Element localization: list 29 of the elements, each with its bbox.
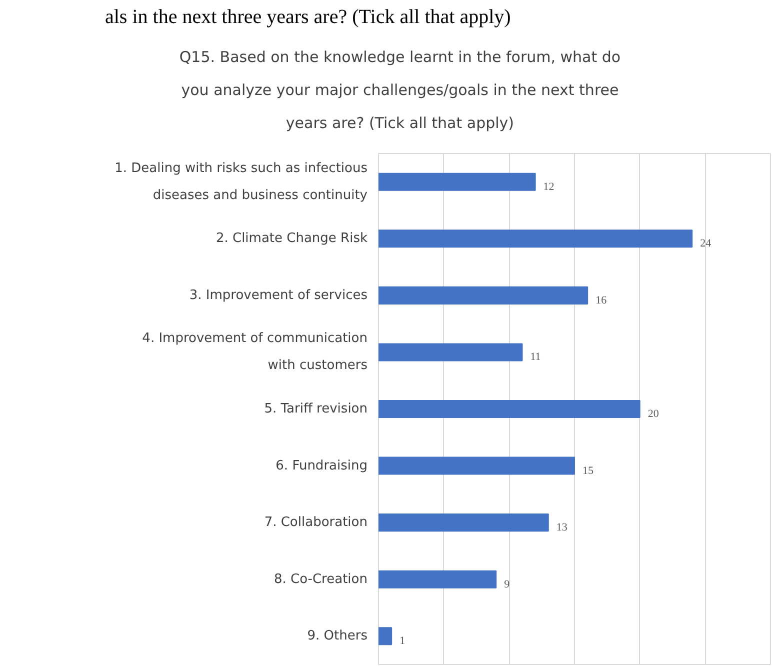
y-tick-label: 7. Collaboration [264, 515, 368, 530]
data-label: 1 [400, 635, 406, 648]
bar [378, 343, 523, 362]
data-label: 13 [556, 522, 568, 534]
data-label: 24 [700, 238, 712, 250]
bar [378, 400, 640, 418]
data-label: 11 [530, 351, 541, 364]
bar [378, 456, 575, 475]
bar [378, 286, 588, 304]
bar [378, 172, 536, 191]
bar [378, 570, 497, 588]
data-label: 9 [504, 578, 510, 590]
y-tick-label: 5. Tariff revision [264, 402, 368, 416]
bar [378, 514, 549, 532]
y-tick-label: 8. Co-Creation [274, 572, 368, 587]
data-label: 16 [596, 294, 608, 306]
data-label: 15 [582, 464, 594, 477]
y-tick-label: 2. Climate Change Risk [216, 231, 368, 246]
data-label: 12 [543, 180, 554, 193]
y-tick-label: 6. Fundraising [276, 458, 368, 474]
data-label: 20 [648, 408, 660, 420]
y-tick-label: 9. Others [307, 628, 368, 644]
y-tick-label: 4. Improvement of communication with customers [142, 331, 368, 374]
bar [378, 627, 392, 646]
bar [378, 230, 693, 248]
chart-title: Q15. Based on the knowledge learnt in the forum, what do you analyze your major challenges/goals in the next three years are? (Tick all that apply) [179, 47, 621, 134]
y-tick-label: 3. Improvement of services [189, 288, 368, 303]
text: als in the next three years are? (Tick all that apply) [105, 5, 511, 29]
y-tick-label: 1. Dealing with risks such as infectious diseases and business continuity [114, 160, 368, 203]
